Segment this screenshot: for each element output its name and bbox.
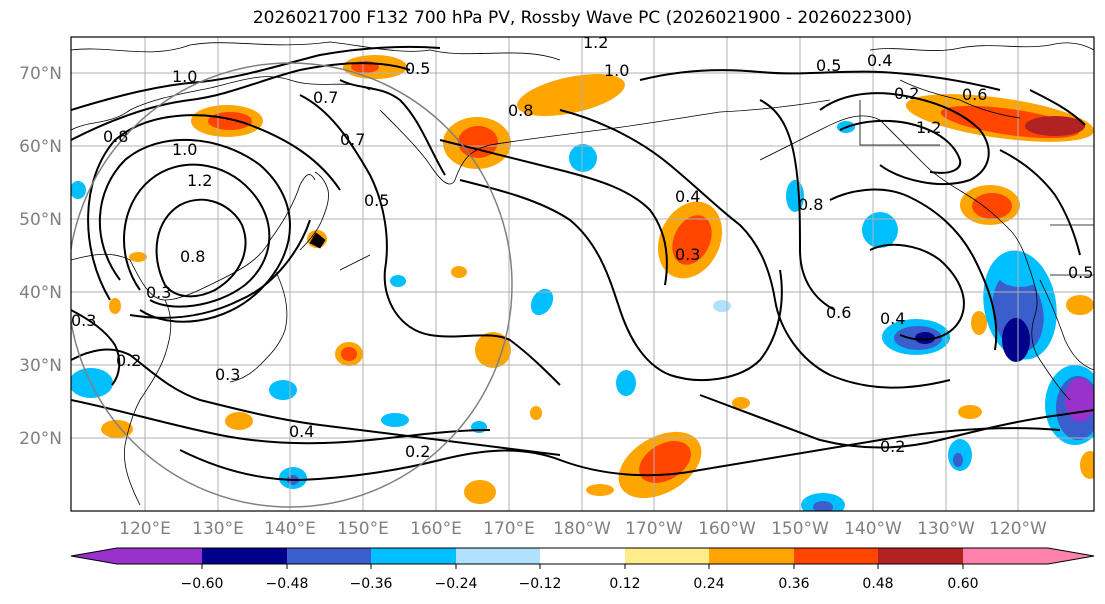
contour-label: 0.6: [962, 85, 987, 104]
longitude-label: 170°E: [483, 519, 535, 539]
contour-label: 0.6: [826, 303, 851, 322]
latitude-label: 70°N: [19, 64, 62, 84]
longitude-label: 140°W: [844, 519, 902, 539]
latitude-label: 40°N: [19, 283, 62, 303]
map-area: 1.2 0.5 1.0 0.5 0.4 1.0 0.7 0.8 0.2 0.6 …: [71, 33, 1094, 511]
contour-label: 0.4: [867, 51, 892, 70]
colorbar-segment: [709, 548, 794, 564]
contour-label: 1.2: [187, 171, 212, 190]
contour-label: 1.0: [172, 140, 197, 159]
colorbar-tick-label: −0.60: [181, 576, 224, 592]
longitude-label: 120°E: [119, 519, 171, 539]
contour-label: 0.3: [215, 365, 240, 384]
colorbar-segment: [540, 548, 625, 564]
contour-label: 0.5: [364, 191, 389, 210]
colorbar-segment: [878, 548, 963, 564]
colorbar-segment: [71, 548, 202, 564]
colorbar-outline: [70, 547, 1095, 565]
colorbar-segment: [287, 548, 371, 564]
colorbar-tick-label: −0.48: [266, 576, 309, 592]
colorbar: −0.60 −0.48 −0.36 −0.24 −0.12 0.12 0.24 …: [70, 547, 1095, 592]
longitude-label: 130°W: [917, 519, 975, 539]
contour-label: 1.2: [583, 33, 608, 52]
map-title: 2026021700 F132 700 hPa PV, Rossby Wave …: [252, 8, 913, 28]
latitude-label: 30°N: [19, 356, 62, 376]
contour-label: 0.4: [289, 422, 314, 441]
colorbar-tick-label: 0.60: [947, 576, 978, 592]
longitude-label: 150°E: [337, 519, 389, 539]
colorbar-tick-label: 0.24: [693, 576, 724, 592]
colorbar-segment: [371, 548, 456, 564]
colorbar-tick-label: −0.36: [350, 576, 393, 592]
colorbar-tick-label: −0.12: [519, 576, 562, 592]
longitude-label: 140°E: [264, 519, 316, 539]
contour-label: 0.2: [880, 437, 905, 456]
contour-label: 0.2: [116, 351, 141, 370]
contour-label: 0.2: [405, 442, 430, 461]
contour-label: 1.2: [916, 118, 941, 137]
longitude-label: 150°W: [771, 519, 829, 539]
colorbar-segment: [794, 548, 878, 564]
coastlines: [71, 41, 1094, 506]
latitude-label: 60°N: [19, 137, 62, 157]
longitude-label: 180°W: [553, 519, 611, 539]
colorbar-segment: [202, 548, 287, 564]
longitude-label: 170°W: [625, 519, 683, 539]
colorbar-segment: [625, 548, 709, 564]
contour-label: 0.3: [71, 311, 96, 330]
colorbar-tick-label: 0.36: [778, 576, 809, 592]
contour-label: 0.7: [313, 88, 338, 107]
contour-label: 0.3: [146, 283, 171, 302]
latitude-label: 50°N: [19, 210, 62, 230]
colorbar-segment: [963, 548, 1094, 564]
contour-label: 1.0: [172, 67, 197, 86]
contour-label: 0.4: [880, 309, 905, 328]
map-frame: [70, 36, 1095, 512]
contour-label: 0.4: [675, 187, 700, 206]
contour-label: 0.3: [675, 245, 700, 264]
range-ring: [71, 62, 513, 508]
contour-label: 0.8: [798, 195, 823, 214]
contour-label: 0.2: [894, 84, 919, 103]
longitude-axis: 120°E 130°E 140°E 150°E 160°E 170°E 180°…: [119, 519, 1047, 539]
colorbar-tick-label: −0.24: [435, 576, 478, 592]
contour-label: 0.8: [103, 127, 128, 146]
colorbar-segment: [456, 548, 540, 564]
negative-anomaly-shading: [71, 121, 1094, 511]
contour-label-group: 1.2 0.5 1.0 0.5 0.4 1.0 0.7 0.8 0.2 0.6 …: [71, 33, 1093, 461]
graticule: [71, 37, 1094, 511]
contour-label: 0.8: [180, 247, 205, 266]
longitude-label: 120°W: [989, 519, 1047, 539]
latitude-axis: 70°N 60°N 50°N 40°N 30°N 20°N: [19, 64, 62, 449]
positive-anomaly-shading: [101, 55, 1094, 504]
contour-label: 0.7: [340, 130, 365, 149]
colorbar-tick-label: 0.48: [862, 576, 893, 592]
contour-label: 0.5: [405, 59, 430, 78]
pv-contours: [71, 45, 1094, 482]
latitude-label: 20°N: [19, 429, 62, 449]
contour-label: 0.5: [816, 56, 841, 75]
colorbar-tick-label: 0.12: [609, 576, 640, 592]
contour-label: 0.5: [1068, 263, 1093, 282]
longitude-label: 130°E: [192, 519, 244, 539]
longitude-label: 160°W: [698, 519, 756, 539]
longitude-label: 160°E: [410, 519, 462, 539]
contour-label: 1.0: [604, 61, 629, 80]
contour-label: 0.8: [508, 101, 533, 120]
